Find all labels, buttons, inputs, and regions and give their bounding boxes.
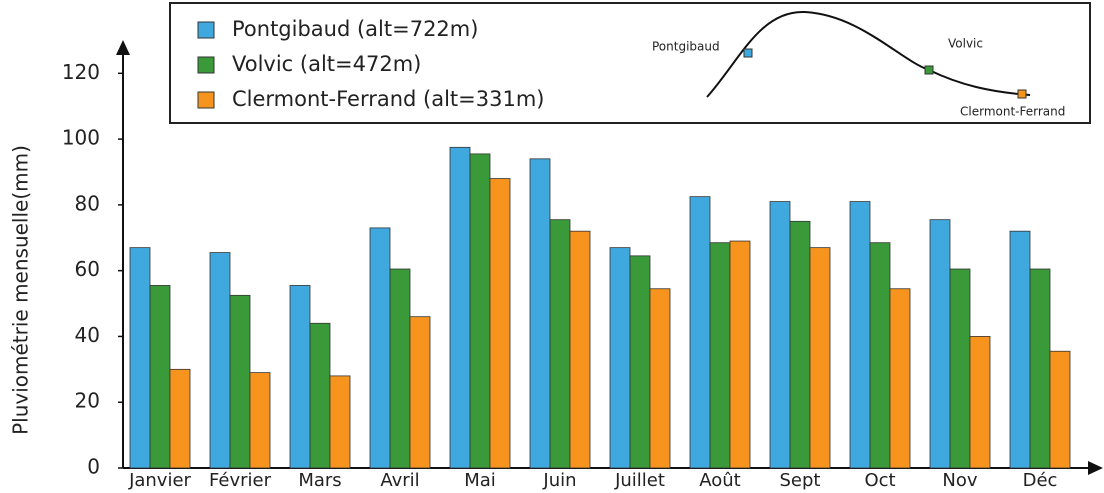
bar: [149, 285, 171, 469]
bar: [549, 219, 571, 469]
y-tick-label: 80: [75, 191, 100, 215]
bar: [889, 288, 911, 469]
bar: [609, 247, 631, 469]
y-tick-label: 60: [75, 257, 100, 281]
x-tick-label: Oct: [864, 470, 895, 491]
legend-swatch: [197, 56, 215, 74]
x-tick-label: Juillet: [614, 470, 665, 491]
bar: [849, 201, 871, 469]
bar: [569, 230, 591, 469]
y-tick-label: 120: [62, 60, 100, 84]
bar: [389, 268, 411, 469]
bar: [629, 255, 651, 469]
inset-marker: [743, 48, 753, 58]
inset-marker: [924, 65, 934, 75]
legend-box: [169, 2, 1091, 124]
x-tick-label: Sept: [780, 470, 821, 491]
bar: [449, 146, 471, 469]
x-tick-label: Nov: [942, 470, 977, 491]
y-tick-label: 20: [75, 389, 100, 413]
bar: [129, 247, 151, 469]
bar: [649, 288, 671, 469]
bar: [369, 227, 391, 469]
x-axis-arrow: [1088, 461, 1103, 475]
bar: [1049, 350, 1071, 469]
bar: [209, 252, 231, 469]
x-tick-label: Mars: [298, 470, 341, 491]
y-tick-label: 40: [75, 323, 100, 347]
inset-label: Clermont-Ferrand: [960, 105, 1065, 119]
bar: [1029, 268, 1051, 469]
inset-marker: [1017, 89, 1027, 99]
y-axis-label: Pluviométrie mensuelle(mm): [9, 145, 33, 435]
x-tick-label: Juin: [542, 470, 576, 491]
y-axis-arrow: [116, 40, 130, 55]
bar: [769, 201, 791, 469]
bar: [529, 158, 551, 469]
x-tick-label: Mai: [464, 470, 496, 491]
bar: [409, 316, 431, 469]
bar: [789, 220, 811, 469]
bar: [289, 285, 311, 469]
bar: [169, 368, 191, 469]
bar: [689, 196, 711, 469]
bar: [249, 372, 271, 469]
inset-label: Volvic: [948, 37, 983, 51]
x-tick-label: Janvier: [128, 470, 191, 491]
legend-label: Clermont-Ferrand (alt=331m): [232, 87, 545, 111]
x-tick-label: Août: [699, 470, 740, 491]
bar: [469, 153, 491, 469]
bar: [929, 219, 951, 469]
bar: [809, 247, 831, 469]
bar: [949, 268, 971, 469]
bar: [729, 240, 751, 469]
bar: [1009, 230, 1031, 469]
legend-label: Pontgibaud (alt=722m): [232, 17, 478, 41]
bar: [489, 178, 511, 469]
legend-swatch: [197, 21, 215, 39]
altitude-profile: [706, 10, 1031, 98]
bar: [709, 242, 731, 469]
x-tick-label: Avril: [380, 470, 419, 491]
y-tick-label: 0: [87, 455, 100, 479]
x-tick-label: Février: [209, 470, 272, 491]
bar: [229, 294, 251, 469]
y-tick-label: 100: [62, 126, 100, 150]
bar: [329, 375, 351, 469]
legend-swatch: [197, 91, 215, 109]
bar: [309, 322, 331, 469]
bar: [969, 336, 991, 469]
legend-label: Volvic (alt=472m): [232, 52, 421, 76]
inset-label: Pontgibaud: [652, 40, 720, 54]
bar: [869, 242, 891, 469]
x-tick-label: Déc: [1023, 470, 1058, 491]
